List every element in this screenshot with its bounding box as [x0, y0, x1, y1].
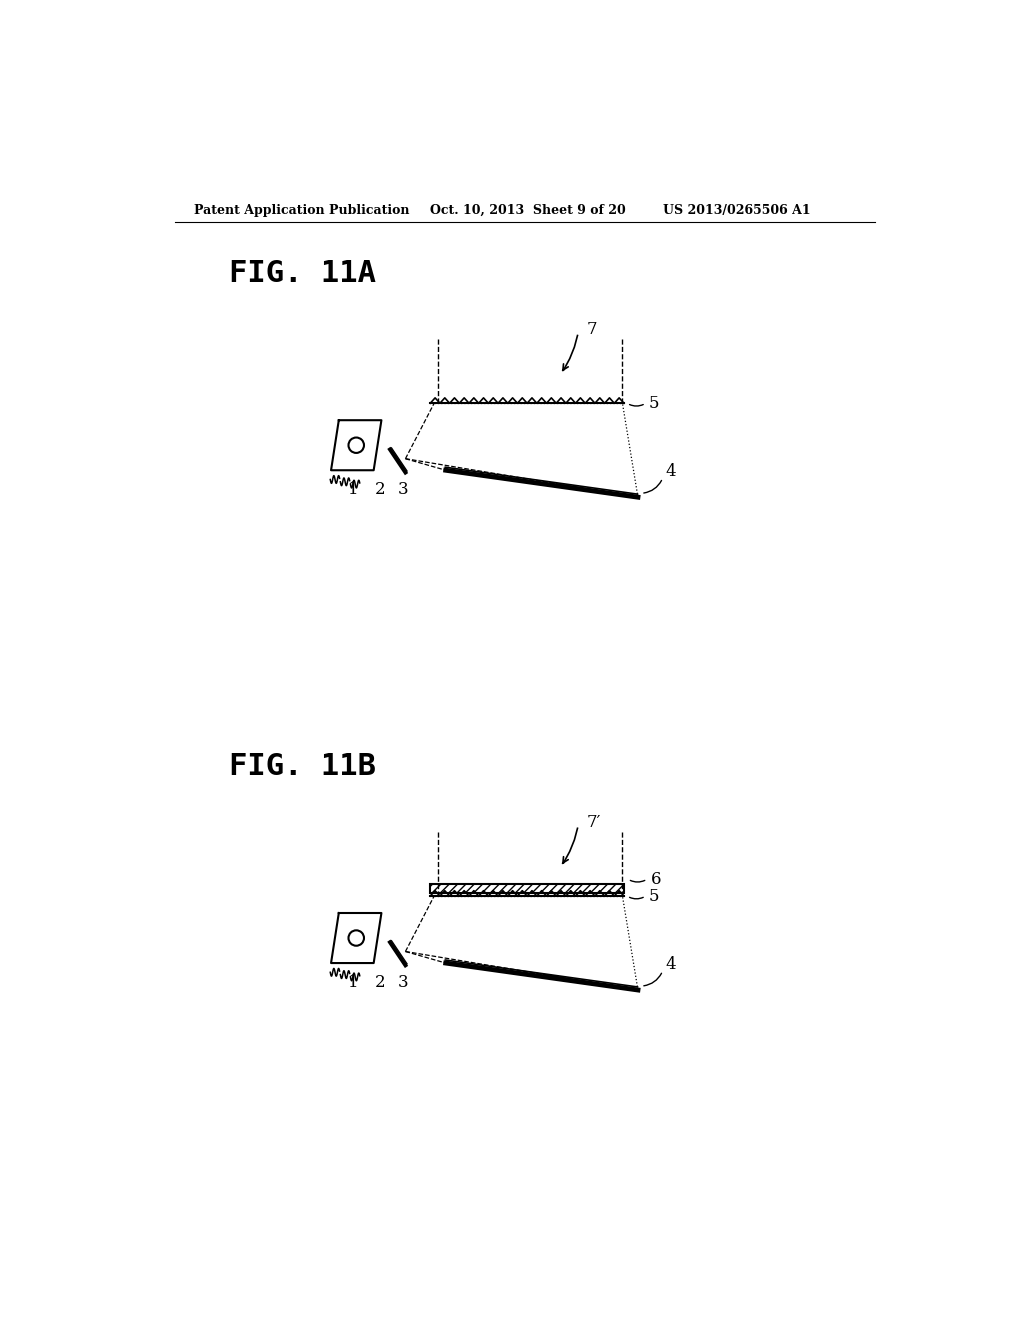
Text: 5: 5	[649, 887, 659, 904]
Text: 4: 4	[666, 956, 677, 973]
Bar	[430, 884, 624, 892]
Text: 7: 7	[587, 321, 597, 338]
Text: 2: 2	[375, 480, 385, 498]
Text: FIG. 11A: FIG. 11A	[228, 260, 376, 288]
Text: 1: 1	[348, 480, 358, 498]
Text: 4: 4	[666, 463, 677, 480]
Text: FIG. 11B: FIG. 11B	[228, 752, 376, 781]
Text: 2: 2	[375, 974, 385, 991]
Text: 3: 3	[397, 974, 409, 991]
Text: 1: 1	[348, 974, 358, 991]
Text: US 2013/0265506 A1: US 2013/0265506 A1	[663, 205, 810, 218]
Text: Patent Application Publication: Patent Application Publication	[194, 205, 410, 218]
Bar	[430, 884, 624, 892]
Text: Oct. 10, 2013  Sheet 9 of 20: Oct. 10, 2013 Sheet 9 of 20	[430, 205, 626, 218]
Text: 3: 3	[397, 480, 409, 498]
Text: 7′: 7′	[587, 813, 601, 830]
Text: 6: 6	[651, 871, 662, 887]
Text: 5: 5	[649, 395, 659, 412]
